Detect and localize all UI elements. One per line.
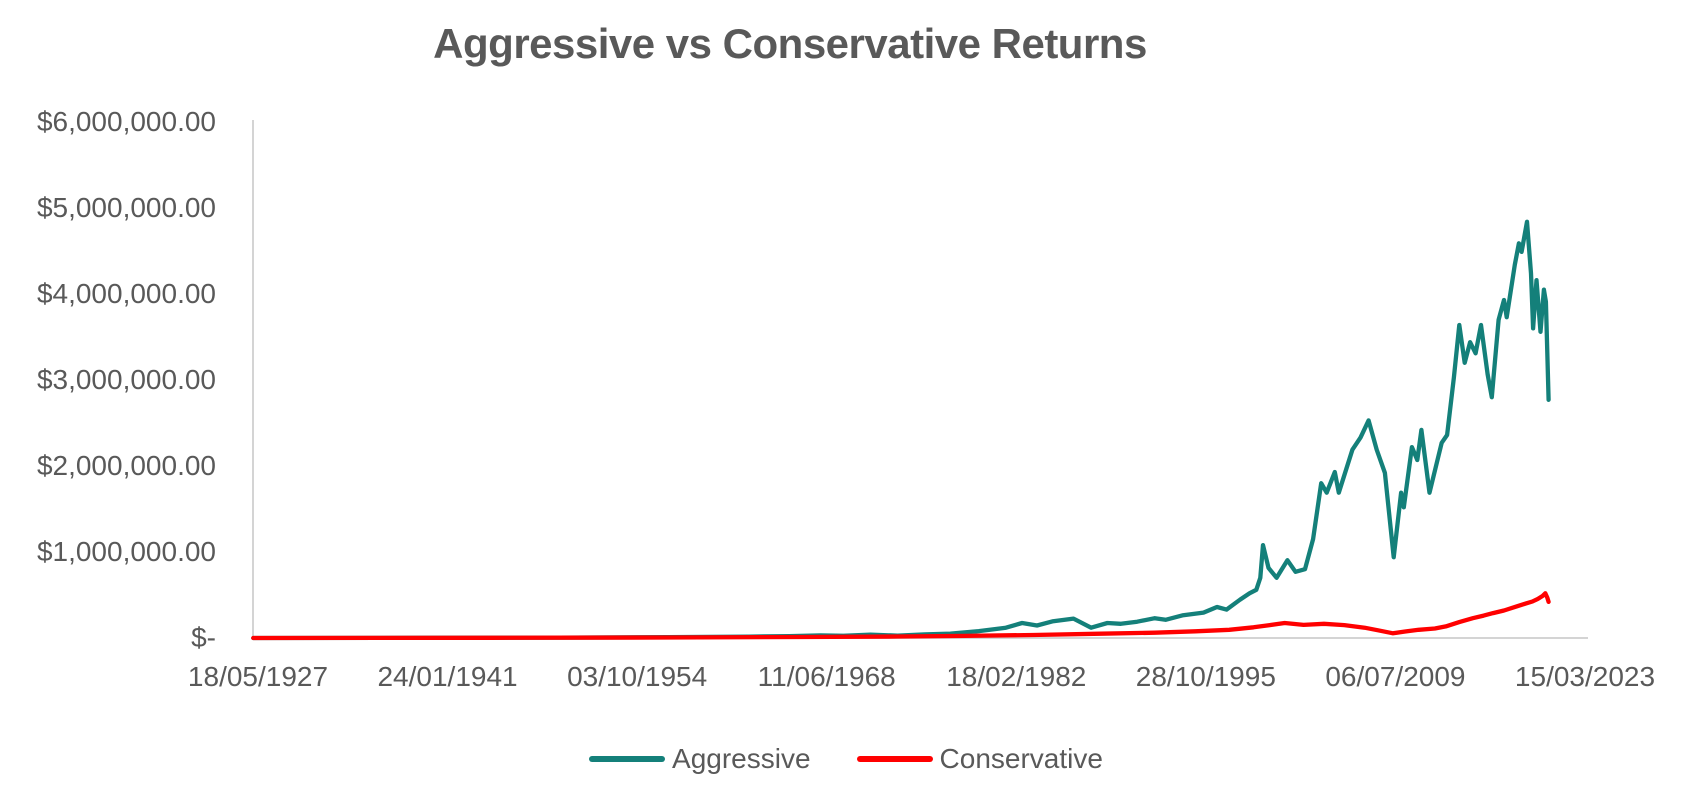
y-axis-label: $3,000,000.00: [36, 364, 216, 395]
y-axis-label: $2,000,000.00: [36, 450, 216, 481]
x-axis-label: 18/02/1982: [946, 661, 1087, 692]
chart-title[interactable]: Aggressive vs Conservative Returns: [433, 20, 1147, 67]
y-axis-label: $1,000,000.00: [36, 536, 216, 567]
x-axis-label: 15/03/2023: [1514, 661, 1656, 692]
series-line-conservative[interactable]: [251, 591, 1551, 641]
legend-swatch-aggressive: [589, 756, 666, 762]
x-axis-label: 28/10/1995: [1135, 661, 1276, 692]
chart-legend: Aggressive Conservative: [0, 743, 1692, 775]
x-axis-label: 11/06/1968: [757, 661, 896, 692]
x-axis-label: 24/01/1941: [377, 661, 518, 692]
y-axis-label: $-: [191, 622, 216, 653]
x-axis-label: 18/05/1927: [187, 661, 329, 692]
y-axis-label: $4,000,000.00: [36, 278, 216, 309]
legend-item-aggressive[interactable]: Aggressive: [589, 743, 811, 775]
legend-swatch-conservative: [856, 756, 933, 762]
legend-label-conservative: Conservative: [939, 743, 1103, 774]
legend-label-aggressive: Aggressive: [672, 743, 811, 774]
y-axis-label: $6,000,000.00: [36, 106, 216, 137]
legend-item-conservative[interactable]: Conservative: [856, 743, 1103, 775]
x-axis-label: 03/10/1954: [567, 661, 708, 692]
y-axis-label: $5,000,000.00: [36, 192, 216, 223]
x-axis-label: 06/07/2009: [1325, 661, 1466, 692]
series-line-aggressive[interactable]: [251, 219, 1551, 641]
